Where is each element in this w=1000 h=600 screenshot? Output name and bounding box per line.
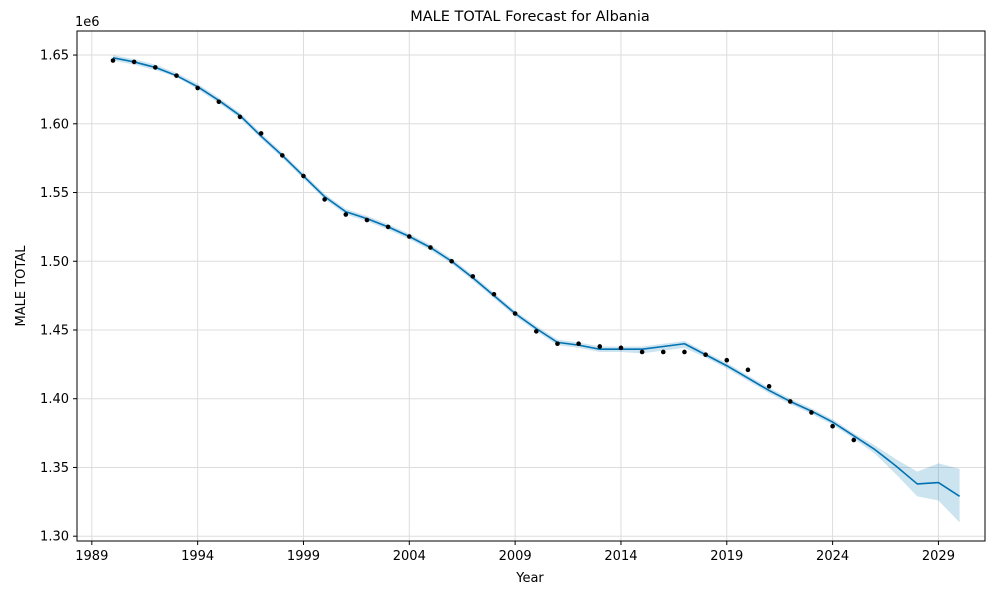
x-axis-ticks: 1989 1994 1999 2004 2009 2014 2019 2024 2029 [75, 541, 955, 564]
observed-point [301, 173, 306, 179]
y-offset-label: 1e6 [75, 15, 100, 30]
observed-point [597, 344, 603, 349]
x-tick-label: 2029 [922, 549, 955, 564]
observed-point [639, 349, 645, 355]
x-tick-label: 2014 [604, 549, 637, 564]
observed-point [280, 153, 285, 158]
x-tick-label: 2024 [816, 549, 849, 564]
observed-point [787, 399, 793, 404]
x-tick-label: 1999 [287, 549, 320, 564]
observed-point [364, 217, 370, 223]
y-tick-label: 1.60 [40, 117, 69, 132]
observed-point [830, 423, 835, 429]
observed-point [258, 131, 264, 136]
y-tick-label: 1.30 [40, 530, 69, 545]
observed-point [491, 291, 497, 297]
forecast-line [112, 57, 961, 497]
observed-point [660, 349, 666, 355]
observed-point [512, 311, 518, 316]
observed-point [385, 224, 391, 230]
y-tick-label: 1.65 [40, 49, 69, 64]
observed-point [555, 341, 560, 347]
observed-point [406, 234, 412, 239]
observed-point [851, 437, 857, 443]
observed-point [618, 345, 624, 351]
observed-point [576, 341, 581, 347]
forecast-line-layer [112, 57, 961, 497]
plot-area-frame [76, 30, 986, 542]
y-tick-label: 1.35 [40, 461, 69, 476]
observed-point [110, 58, 116, 63]
x-tick-label: 2009 [499, 549, 532, 564]
y-tick-label: 1.45 [40, 323, 69, 338]
observed-point [724, 357, 730, 363]
observed-point [428, 245, 433, 250]
observed-point [533, 329, 539, 334]
x-tick-label: 2004 [393, 549, 426, 564]
observed-point [470, 274, 476, 279]
observed-point [766, 384, 772, 389]
observed-point [343, 212, 349, 217]
x-tick-label: 1994 [181, 549, 214, 564]
observed-point [809, 410, 814, 415]
x-tick-label: 2019 [710, 549, 743, 564]
observed-point [682, 349, 687, 355]
observed-point [237, 114, 243, 120]
x-tick-label: 1989 [75, 549, 108, 564]
x-axis-label: Year [515, 571, 544, 586]
y-axis-label: MALE TOTAL [14, 245, 29, 327]
y-tick-label: 1.55 [40, 186, 69, 201]
observed-points-layer [110, 58, 857, 443]
observed-point [216, 99, 222, 105]
observed-point [131, 59, 137, 65]
chart-title: MALE TOTAL Forecast for Albania [410, 9, 650, 25]
y-axis-ticks: 1.30 1.35 1.40 1.45 1.50 1.55 1.60 1.65 [40, 49, 77, 545]
observed-point [703, 352, 708, 358]
observed-point [322, 197, 327, 202]
observed-point [153, 65, 158, 70]
observed-point [195, 85, 200, 91]
observed-point [449, 258, 454, 264]
y-tick-label: 1.40 [40, 392, 69, 407]
observed-point [174, 73, 179, 78]
grid [77, 31, 985, 541]
y-tick-label: 1.50 [40, 255, 69, 270]
observed-point [745, 367, 751, 373]
